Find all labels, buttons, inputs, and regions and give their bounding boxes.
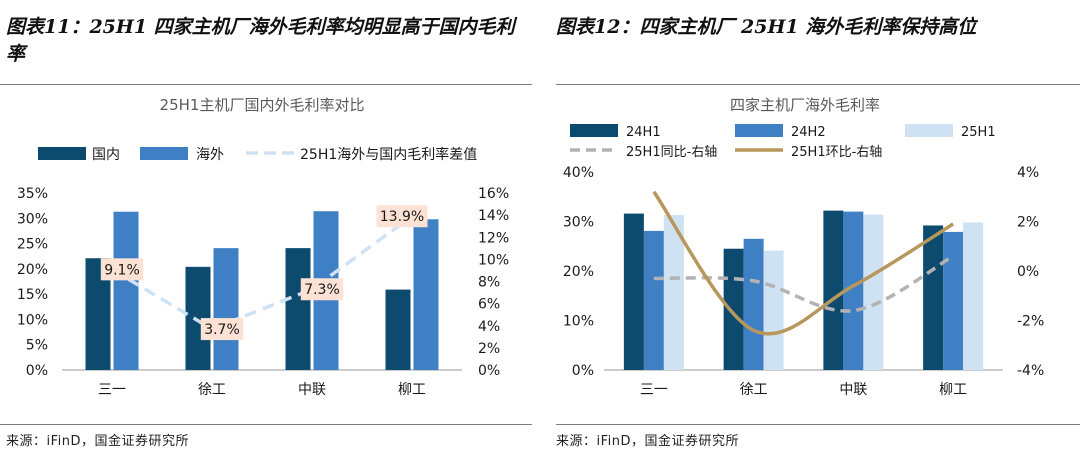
chart2-bar-24H1	[623, 213, 644, 370]
chart1-bar-overseas	[213, 248, 239, 370]
chart2-left-tick: 40%	[563, 165, 594, 181]
chart1-bar-overseas	[413, 219, 439, 370]
chart1-left-tick: 15%	[17, 287, 48, 303]
chart2-right-tick: 2%	[1017, 215, 1039, 231]
chart2-qoq-line	[652, 190, 955, 336]
chart2-category-label: 柳工	[939, 381, 967, 398]
chart1-legend-swatch-overseas	[140, 147, 188, 160]
chart2-bar-24H1	[823, 210, 844, 370]
chart2-right-tick: -4%	[1017, 363, 1044, 379]
chart1-right-tick: 10%	[478, 252, 509, 268]
chart2-yoy-line	[653, 254, 954, 313]
chart1-left-tick: 35%	[17, 186, 48, 202]
chart2-bar-24H2	[643, 230, 664, 370]
source-note-right: 来源：iFinD，国金证券研究所	[556, 434, 740, 449]
chart1-bar-domestic	[385, 289, 411, 370]
chart1-left-tick: 20%	[17, 262, 48, 278]
chart2-title: 四家主机厂海外毛利率	[730, 96, 880, 114]
chart2-legend-24H2: 24H2	[791, 125, 826, 140]
chart1-left-tick: 10%	[17, 312, 48, 328]
chart2-left-tick: 30%	[563, 215, 594, 231]
figure-11-caption: 图表11：25H1 四家主机厂海外毛利率均明显高于国内毛利率	[6, 16, 515, 65]
chart1-diff-label: 3.7%	[204, 322, 240, 338]
chart2-bar-24H2	[843, 211, 864, 370]
chart1-category-label: 柳工	[398, 381, 426, 398]
caption-divider-right	[556, 84, 1080, 85]
chart2-bar-24H2	[743, 238, 764, 370]
chart2-legend-swatch-24H2	[735, 124, 783, 137]
chart1-bar-domestic	[285, 248, 311, 370]
chart2-bar-25H1	[863, 214, 884, 370]
chart2-legend-24H1: 24H1	[626, 125, 661, 140]
chart2-bar-25H1	[963, 222, 984, 370]
chart2-bar-25H1	[763, 250, 784, 370]
chart2-legend-swatch-24H1	[570, 124, 618, 137]
chart1-left-tick: 30%	[17, 211, 48, 227]
chart1-left-tick: 5%	[26, 338, 48, 354]
chart1-category-label: 三一	[98, 382, 126, 398]
chart2-category-label: 中联	[839, 382, 867, 398]
chart2-bar-24H2	[943, 231, 964, 370]
source-divider-right	[556, 424, 1080, 425]
chart2-left-tick: 20%	[563, 264, 594, 280]
chart2-legend-qoq: 25H1环比-右轴	[791, 145, 882, 160]
chart1-category-label: 中联	[298, 382, 326, 398]
chart2-right-tick: -2%	[1017, 314, 1044, 330]
chart1-title: 25H1主机厂国内外毛利率对比	[160, 96, 365, 114]
chart1-diff-label-bg	[200, 318, 244, 341]
chart2-legend-25H1: 25H1	[961, 125, 996, 140]
chart2-left-tick: 10%	[563, 314, 594, 330]
chart1-diff-label: 13.9%	[380, 209, 424, 225]
chart2-bar-24H1	[723, 248, 744, 370]
figure-12-caption: 图表12：四家主机厂 25H1 海外毛利率保持高位	[556, 16, 977, 38]
chart2-right-tick: 0%	[1017, 264, 1039, 280]
chart1-right-tick: 6%	[478, 297, 500, 313]
chart1-right-tick: 16%	[478, 186, 509, 202]
chart1-diff-label-bg	[100, 258, 144, 281]
chart1-right-tick: 4%	[478, 319, 500, 335]
source-note-left: 来源：iFinD，国金证券研究所	[6, 434, 190, 449]
chart1-right-tick: 8%	[478, 275, 500, 291]
chart2-legend-yoy: 25H1同比-右轴	[626, 145, 717, 160]
chart1-legend-domestic: 国内	[92, 147, 120, 163]
source-divider-left	[0, 424, 532, 425]
chart1-legend-overseas: 海外	[196, 147, 224, 163]
chart1-diff-label-bg	[300, 278, 344, 301]
chart1-diff-label-bg	[376, 205, 428, 228]
chart2-right-tick: 4%	[1017, 165, 1039, 181]
chart1-legend-diff: 25H1海外与国内毛利率差值	[300, 146, 477, 163]
chart2-category-label: 三一	[640, 382, 668, 398]
chart1-diff-label: 9.1%	[104, 262, 140, 278]
chart1-left-tick: 0%	[26, 363, 48, 379]
chart1-right-tick: 2%	[478, 341, 500, 357]
chart2-legend-swatch-25H1	[905, 124, 953, 137]
caption-divider-left	[0, 84, 532, 85]
chart1-right-tick: 0%	[478, 363, 500, 379]
chart1-bar-overseas	[113, 211, 139, 370]
chart2-category-label: 徐工	[740, 382, 768, 398]
chart1-legend-swatch-domestic	[38, 147, 86, 160]
chart1-category-label: 徐工	[198, 382, 226, 398]
chart1-diff-label: 7.3%	[304, 282, 340, 298]
chart2-left-tick: 0%	[572, 363, 594, 379]
chart1-left-tick: 25%	[17, 237, 48, 253]
chart1-right-tick: 12%	[478, 230, 509, 246]
chart1-right-tick: 14%	[478, 208, 509, 224]
chart2-bar-25H1	[663, 215, 684, 370]
chart1-diff-line	[111, 214, 414, 332]
chart2-bar-24H1	[923, 225, 944, 370]
